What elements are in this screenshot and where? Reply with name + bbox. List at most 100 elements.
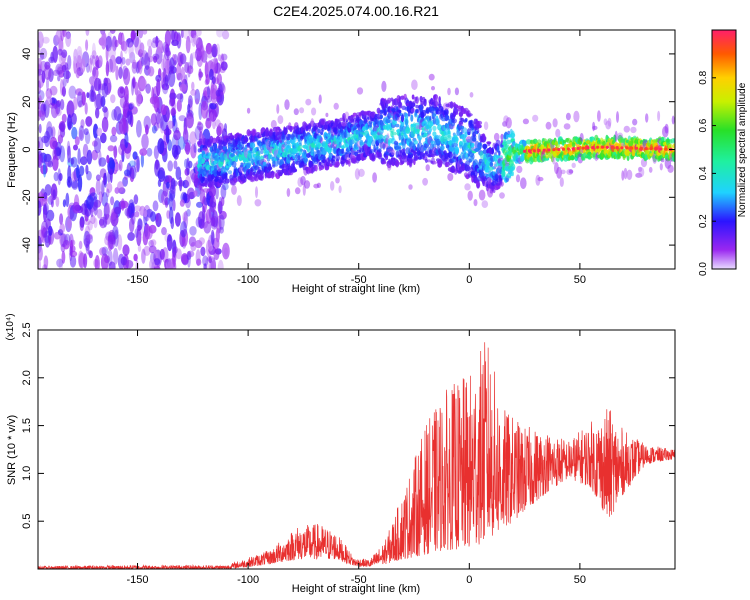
spectrogram-cell [179, 176, 183, 192]
spectrogram-cell [203, 263, 207, 269]
spectrogram-cell [176, 99, 182, 112]
spectrogram-cell [108, 159, 116, 170]
spectrogram-cell [288, 143, 292, 150]
spectrogram-cell [436, 118, 440, 127]
spectrogram-cell [249, 142, 256, 149]
spectrogram-cell [252, 129, 256, 137]
spectrogram-peak-cell [566, 147, 571, 151]
spectrogram-cell [92, 65, 97, 77]
spectrogram-cell [216, 30, 224, 38]
spectrogram-cell [106, 202, 111, 214]
spectrogram-cell [85, 243, 90, 251]
spectrogram-cell [205, 73, 210, 85]
spectrogram-cell [80, 156, 88, 166]
spectrogram-cell [180, 30, 184, 38]
spectrogram-cell [243, 136, 249, 143]
spectrogram-cell [46, 96, 53, 106]
spectrogram-cell [42, 264, 48, 269]
spectrogram-cell [38, 40, 41, 54]
spectrogram-peak-cell [639, 146, 644, 150]
spectrogram-cell [115, 65, 119, 81]
spectrogram-cell [185, 175, 191, 188]
spectrogram-cell [510, 166, 515, 172]
spectrogram-cell [83, 218, 91, 226]
spectrogram-cell [142, 30, 148, 35]
spectrogram-cell [190, 144, 197, 159]
spectrogram-cell [206, 85, 211, 98]
spectrogram-cell [108, 232, 116, 250]
spectrogram-peak-cell [557, 147, 561, 152]
spectrogram-cell [132, 77, 136, 89]
spectrogram-cell [136, 228, 142, 246]
spectrogram-peak-cell [605, 145, 609, 149]
spectrogram-cell [286, 140, 291, 145]
spectrogram-cell [222, 146, 227, 151]
spectrogram-cell [65, 67, 70, 84]
spectrogram-cell [371, 152, 375, 161]
spectrogram-cell [146, 147, 153, 157]
spectrogram-cell [338, 141, 342, 148]
spectrogram-cell [41, 70, 46, 84]
spectrogram-cell [79, 129, 83, 140]
spectrogram-cell [101, 82, 109, 98]
spectrogram-cell [42, 36, 50, 44]
spectrogram-cell [190, 89, 197, 96]
spectrogram-cell [176, 93, 183, 100]
spectrogram-cell [330, 181, 335, 191]
spectrogram-cell [545, 121, 552, 130]
spectrogram-cell [182, 128, 189, 145]
spectrogram-cell [150, 239, 157, 247]
spectrogram-cell [430, 153, 436, 158]
spectrogram-cell [185, 112, 194, 129]
spectrogram-cell [421, 109, 427, 117]
spectrogram-cell [91, 85, 94, 93]
spectrogram-cell [111, 126, 117, 136]
spectrogram-y-tick-label: -20 [21, 189, 33, 205]
spectrogram-cell [246, 162, 252, 168]
spectrogram-cell [138, 30, 144, 39]
spectrogram-peak-cell [581, 146, 585, 150]
spectrogram-cell [386, 124, 390, 131]
spectrogram-cell [511, 171, 514, 177]
spectrogram-cell [175, 166, 182, 180]
spectrogram-cell [335, 154, 340, 162]
spectrogram-cell [398, 146, 402, 150]
spectrogram-cell [85, 240, 90, 255]
spectrogram-cell [48, 102, 56, 109]
spectrogram-cell [210, 83, 218, 100]
spectrogram-cell [119, 95, 127, 109]
spectrogram-cell [157, 138, 165, 155]
spectrogram-cell [335, 177, 340, 184]
spectrogram-cell [164, 74, 169, 87]
spectrogram-cell [219, 136, 223, 141]
spectrogram-cell [83, 128, 89, 136]
spectrogram-cell [473, 170, 478, 177]
spectrogram-cell [75, 68, 81, 79]
spectrogram-cell [141, 248, 146, 264]
spectrogram-cell [381, 161, 387, 165]
spectrogram-cell [420, 100, 425, 106]
spectrogram-y-tick-label: 0 [21, 146, 33, 152]
spectrogram-cell [565, 112, 571, 121]
spectrogram-cell [255, 186, 258, 199]
spectrogram-cell [158, 189, 165, 204]
spectrogram-cell [277, 115, 284, 125]
spectrogram-cell [66, 100, 75, 118]
spectrogram-cell [70, 113, 77, 125]
spectrogram-x-tick-label: 0 [466, 274, 472, 286]
colorbar-gradient [711, 29, 737, 270]
spectrogram-cell [205, 209, 212, 224]
colorbar-label: Normalized spectral amplitude [737, 82, 748, 217]
spectrogram-cell [187, 250, 195, 258]
spectrogram-cell [220, 196, 225, 207]
spectrogram-cell [203, 221, 212, 234]
spectrogram-cell [466, 128, 471, 136]
spectrogram-cell [38, 97, 41, 110]
spectrogram-y-axis-label: Frequency (Hz) [6, 112, 18, 188]
spectrogram-cell [352, 112, 357, 117]
spectrogram-cell [204, 173, 208, 177]
spectrogram-cell [65, 32, 72, 48]
spectrogram-cell [115, 56, 123, 65]
spectrogram-cell [481, 200, 489, 209]
spectrogram-cell [62, 199, 66, 208]
